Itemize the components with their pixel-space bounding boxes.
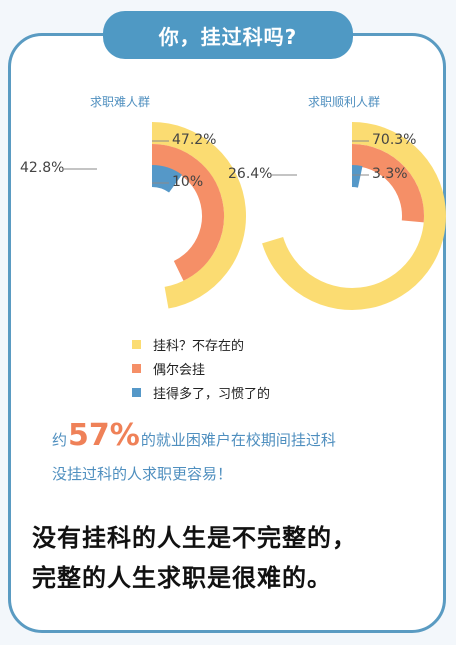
value-label-easy-none: 70.3% [372,132,417,148]
ring-arc-hard-often [151,165,182,193]
ring-arc-hard-sometimes [151,144,224,281]
page-title: 你，挂过科吗? [103,11,353,59]
legend-item: 偶尔会挂 [132,356,270,380]
slogan: 没有挂科的人生是不完整的， 完整的人生求职是很难的。 [32,518,432,598]
legend-label: 偶尔会挂 [153,362,206,378]
chart-title-left: 求职难人群 [90,95,151,109]
value-label-hard-often: 10% [172,174,204,190]
legend-swatch [132,339,141,349]
value-label-hard-none: 47.2% [172,132,217,148]
value-label-easy-often: 3.3% [372,166,408,182]
stat-line2: 没挂过科的人求职更容易！ [52,465,233,483]
stat-suffix: 的就业困难户在校期间挂过科 [140,431,336,449]
legend-label: 挂科？不存在的 [153,338,245,354]
legend-swatch [132,387,141,397]
slogan-line1: 没有挂科的人生是不完整的， [32,524,357,552]
ring-arc-easy-none [262,122,446,310]
stat-prefix: 约 [52,431,68,449]
ring-arc-hard-none [151,122,246,309]
value-label-hard-sometimes: 42.8% [20,160,65,176]
legend-item: 挂科？不存在的 [132,332,270,356]
legend-swatch [132,363,141,373]
legend: 挂科？不存在的 偶尔会挂 挂得多了，习惯了的 [132,332,270,404]
legend-label: 挂得多了，习惯了的 [153,386,271,402]
ring-arc-easy-sometimes [351,144,424,223]
slogan-line2: 完整的人生求职是很难的。 [32,564,332,592]
stat-highlight: 57% [68,418,140,453]
value-label-easy-sometimes: 26.4% [228,166,273,182]
chart-title-right: 求职顺利人群 [308,95,381,109]
legend-item: 挂得多了，习惯了的 [132,380,270,404]
statistic-text: 约 57% 的就业困难户在校期间挂过科 没挂过科的人求职更容易！ [52,418,432,484]
ring-arc-easy-often [351,165,363,188]
